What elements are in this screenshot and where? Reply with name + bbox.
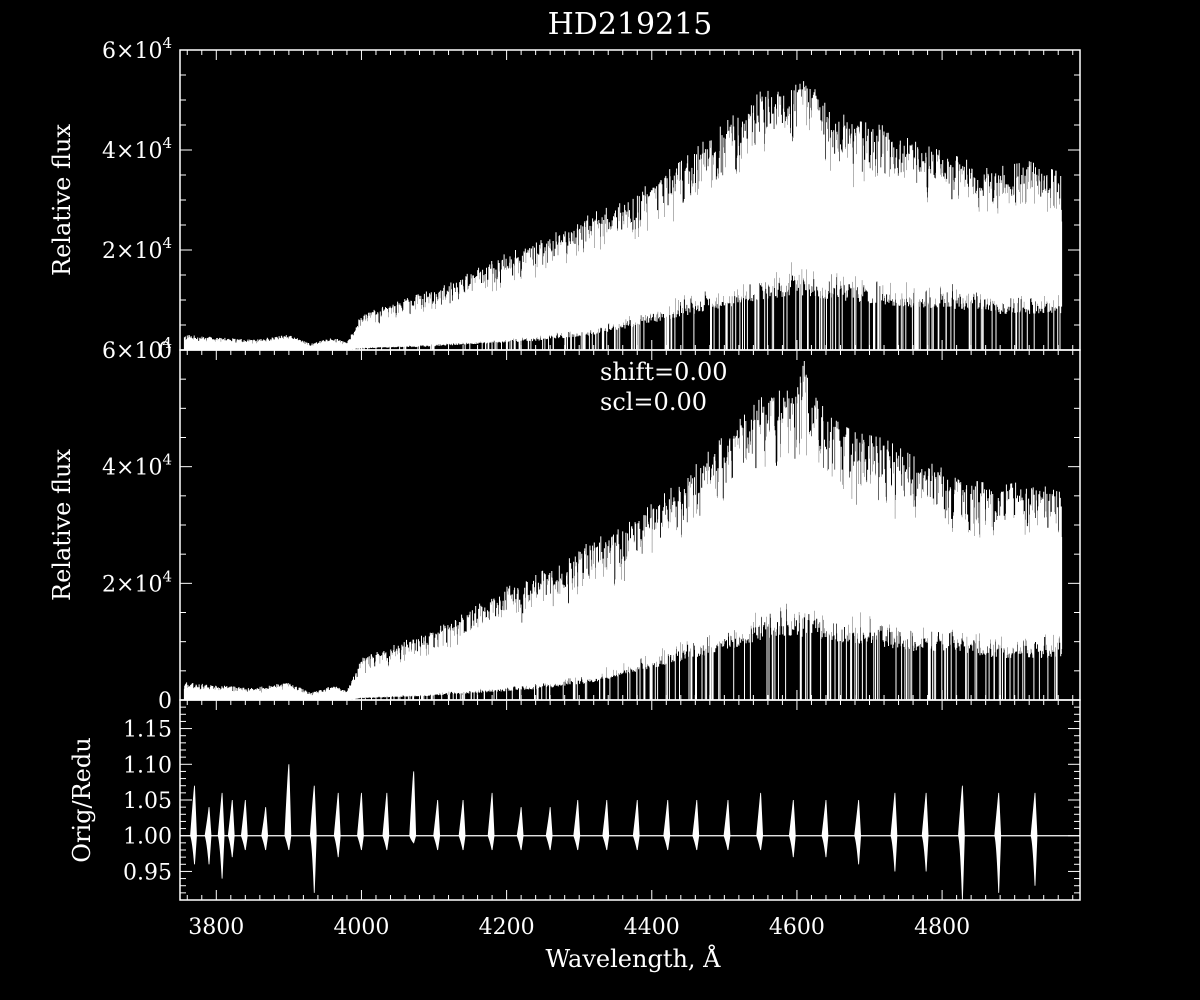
ratio-spike	[994, 792, 1002, 893]
ratio-spike	[854, 799, 862, 865]
x-tick-label: 4800	[914, 915, 970, 940]
y-tick-label: 6×104	[102, 34, 172, 64]
y-tick-label: 4×104	[102, 451, 172, 481]
x-tick-label: 4400	[624, 915, 680, 940]
y-tick-label: 0.95	[123, 860, 172, 885]
ratio-spike	[227, 799, 235, 858]
ratio-spike	[204, 807, 212, 865]
ratio-spike	[663, 799, 671, 851]
y-tick-label: 2×104	[102, 234, 172, 264]
y-tick-label: 2×104	[102, 567, 172, 597]
y-tick-label: 4×104	[102, 134, 172, 164]
ratio-spike	[573, 799, 581, 851]
ratio-spike	[409, 771, 417, 844]
spectrum-series	[183, 361, 1063, 700]
ratio-spike	[433, 799, 441, 851]
ratio-spike	[458, 799, 466, 851]
y-tick-label: 0	[158, 689, 172, 714]
spectrum-series	[183, 81, 1063, 350]
ratio-spike	[1030, 792, 1038, 886]
ratio-spike	[357, 792, 364, 851]
y-tick-label: 0	[158, 339, 172, 364]
ylabel-top: Relative flux	[48, 124, 76, 276]
ratio-spike	[602, 799, 610, 851]
ratio-spike	[382, 792, 390, 851]
ratio-spike	[821, 799, 829, 858]
ratio-spike	[545, 807, 553, 851]
ratio-spike	[958, 785, 965, 901]
top-flux-panel: 0 2×104 4×104 6×104	[102, 34, 1081, 364]
ratio-spike	[190, 785, 197, 865]
y-tick-label: 1.00	[123, 825, 172, 850]
x-tick-label: 3800	[188, 915, 244, 940]
ratio-panel: 0.95 1.00 1.05 1.10 1.15 3800 4000 4200 4400 4600…	[123, 699, 1081, 940]
ylabel-middle: Relative flux	[48, 449, 76, 601]
ratio-spike	[632, 799, 640, 851]
y-tick-label: 1.15	[123, 718, 172, 743]
ratio-spike	[788, 799, 796, 858]
ratio-spike	[309, 785, 317, 893]
ratio-spike	[217, 792, 225, 879]
x-tick-label: 4200	[479, 915, 535, 940]
x-tick-label: 4600	[769, 915, 825, 940]
ratio-spike	[921, 792, 929, 872]
middle-flux-panel: 0 2×104 4×104 6×104	[102, 334, 1081, 714]
ratio-spike	[487, 792, 495, 851]
annotation-shift: shift=0.00	[600, 358, 728, 386]
xlabel: Wavelength, Å	[545, 944, 721, 973]
annotation-scl: scl=0.00	[600, 388, 707, 416]
ratio-spike	[890, 792, 898, 872]
ratio-spike	[240, 799, 248, 851]
y-tick-label: 1.10	[123, 753, 172, 778]
x-tick-label: 4000	[333, 915, 389, 940]
ratio-spike	[516, 807, 524, 851]
figure-title: HD219215	[548, 7, 713, 42]
ratio-spike	[261, 807, 269, 851]
ratio-spike	[723, 799, 731, 851]
y-tick-label: 6×104	[102, 334, 172, 364]
ylabel-bottom: Orig/Redu	[68, 737, 96, 862]
ratio-spike	[756, 792, 764, 851]
ratio-spike	[284, 764, 292, 851]
ratio-spike	[692, 799, 700, 851]
ratio-spike	[333, 792, 341, 858]
y-tick-label: 1.05	[123, 789, 172, 814]
